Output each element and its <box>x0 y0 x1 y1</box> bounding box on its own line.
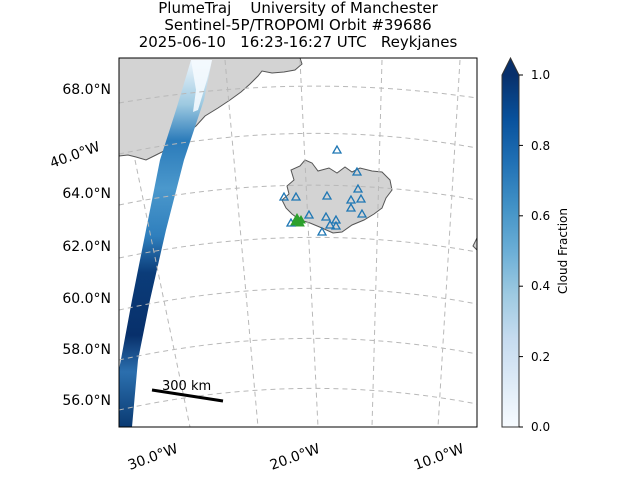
colorbar-gradient <box>502 75 519 427</box>
map-frame <box>118 57 478 428</box>
lon-label-40w: 40.0°W <box>48 139 102 172</box>
lon-label-30w: 30.0°W <box>126 441 180 474</box>
lon-label-20w: 20.0°W <box>268 441 322 474</box>
colorbar-extend-arrow <box>502 58 519 75</box>
volcano-markers <box>278 144 368 236</box>
title-line-1: PlumeTraj University of Manchester <box>158 0 438 17</box>
lat-label-56n: 56.0°N <box>62 393 111 409</box>
colorbar-tick-1: 0.2 <box>531 350 550 364</box>
colorbar: 0.0 0.2 0.4 0.6 0.8 1.0 Cloud Fraction <box>501 56 570 434</box>
lat-label-68n: 68.0°N <box>62 82 111 98</box>
colorbar-label: Cloud Fraction <box>556 208 570 294</box>
volcano-marker <box>316 226 328 236</box>
source-marker <box>295 217 305 227</box>
colorbar-tick-3: 0.6 <box>531 209 550 223</box>
title-line-2: Sentinel-5P/TROPOMI Orbit #39686 <box>164 16 432 34</box>
colorbar-tick-5: 1.0 <box>531 68 550 82</box>
graticule <box>119 59 477 427</box>
volcano-marker <box>321 190 333 200</box>
volcano-marker <box>320 211 332 221</box>
scale-bar <box>151 388 224 403</box>
lon-label-10w: 10.0°W <box>412 441 466 474</box>
swath-edge-scatter <box>191 60 212 112</box>
volcano-marker <box>278 191 290 201</box>
volcano-marker <box>330 220 342 230</box>
volcano-marker <box>356 208 368 218</box>
volcano-marker <box>324 219 336 229</box>
colorbar-frame <box>501 56 520 428</box>
volcano-marker <box>345 202 357 212</box>
lat-label-64n: 64.0°N <box>62 186 111 202</box>
norway-edge-landmass <box>472 237 477 251</box>
scale-bar-label: 300 km <box>162 379 211 394</box>
volcano-marker <box>331 144 343 154</box>
tropomi-swath <box>119 60 212 427</box>
colorbar-tick-2: 0.4 <box>531 279 550 293</box>
volcano-marker <box>290 191 302 201</box>
colorbar-tick-4: 0.8 <box>531 139 550 153</box>
volcano-marker <box>303 209 315 219</box>
reykjanes-source-markers <box>290 212 306 227</box>
title-line-3: 2025-06-10 16:23-16:27 UTC Reykjanes <box>138 33 458 51</box>
greenland-landmass <box>119 58 303 161</box>
lat-label-60n: 60.0°N <box>62 291 111 307</box>
volcano-marker <box>351 166 363 176</box>
volcano-marker <box>355 193 367 203</box>
volcano-marker <box>352 183 364 193</box>
colorbar-tick-0: 0.0 <box>531 420 550 434</box>
lat-label-58n: 58.0°N <box>62 342 111 358</box>
lat-label-62n: 62.0°N <box>62 239 111 255</box>
